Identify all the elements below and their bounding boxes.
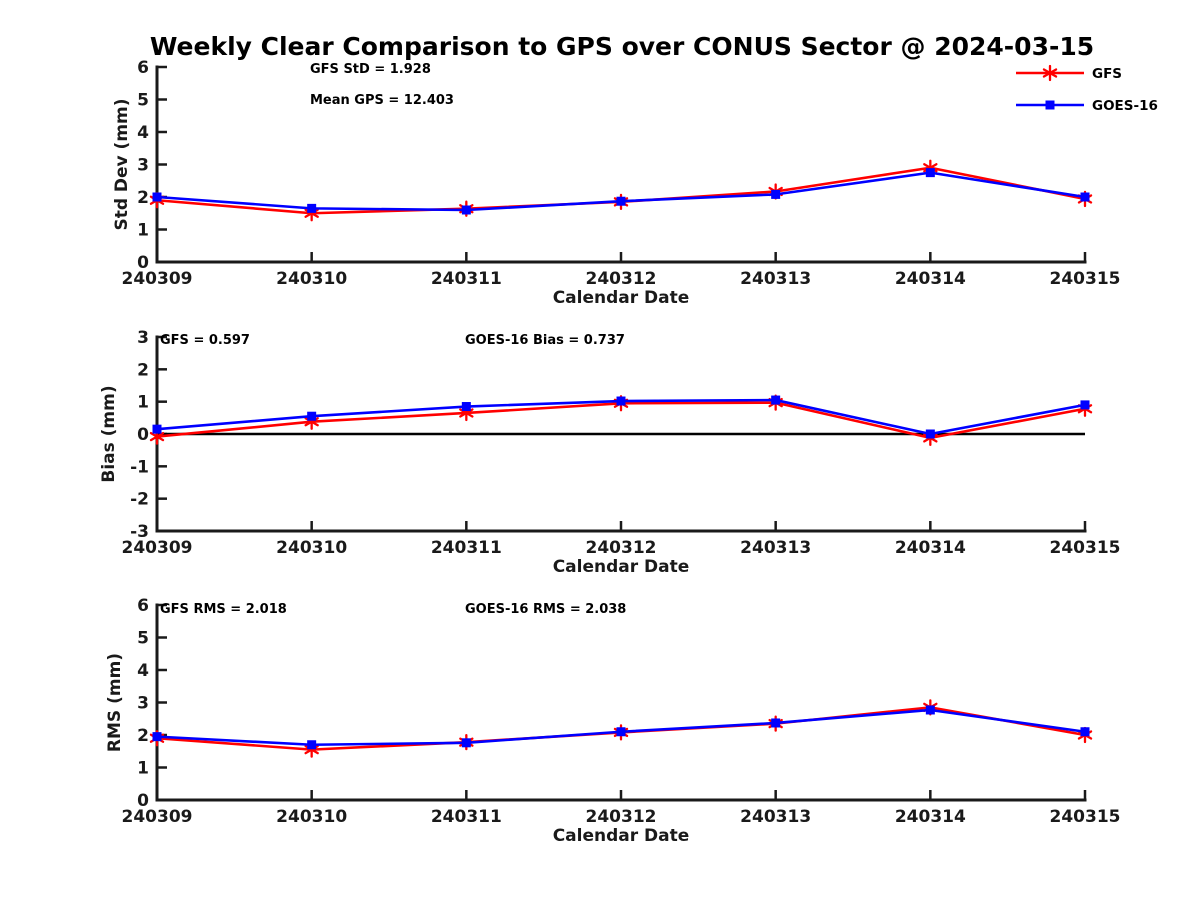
y-tick-label: 6 (137, 596, 149, 616)
y-tick-label: -2 (130, 490, 149, 510)
goes16-square-marker (925, 429, 935, 439)
y-tick-label: 0 (137, 253, 149, 273)
x-tick-label: 240314 (895, 807, 966, 827)
goes16-square-marker (616, 196, 626, 206)
goes16-square-marker (152, 732, 162, 742)
axes (155, 65, 1087, 264)
y-tick-label: 6 (137, 58, 149, 78)
series-goes16 (152, 395, 1090, 439)
goes16-square-marker (1080, 192, 1090, 202)
goes16-square-marker (925, 705, 935, 715)
annotation: GFS RMS = 2.018 (160, 602, 287, 617)
subplot-std-dev: 0 1 2 3 4 5 6 240309 240310 240311 240312 240313 240… (112, 58, 1120, 308)
goes16-square-marker (461, 402, 471, 412)
asterisk-icon (1042, 64, 1058, 82)
x-tick-label: 240311 (431, 538, 502, 558)
y-tick-label: 3 (137, 328, 149, 348)
y-tick-label: -1 (130, 457, 149, 477)
y-tick-label: -3 (130, 522, 149, 542)
y-tick-label: 2 (137, 360, 149, 380)
goes16-square-marker (925, 168, 935, 178)
goes16-square-marker (771, 718, 781, 728)
y-tick-label: 2 (137, 188, 149, 208)
x-tick-label: 240315 (1050, 538, 1121, 558)
goes16-square-marker (307, 740, 317, 750)
x-axis-label: Calendar Date (553, 557, 690, 577)
x-tick-label: 240310 (276, 538, 347, 558)
x-tick-label: 240312 (586, 538, 657, 558)
y-tick-label: 4 (137, 123, 149, 143)
x-tick-label: 240314 (895, 269, 966, 289)
goes16-square-marker (771, 189, 781, 199)
x-tick-label: 240311 (431, 269, 502, 289)
y-tick-label: 3 (137, 694, 149, 714)
annotation: GOES-16 Bias = 0.737 (465, 333, 625, 348)
y-tick-label: 0 (137, 791, 149, 811)
y-axis-label: Bias (mm) (99, 385, 119, 482)
y-tick-label: 3 (137, 156, 149, 176)
x-tick-label: 240312 (586, 807, 657, 827)
goes16-square-marker (616, 727, 626, 737)
x-tick-label: 240313 (740, 538, 811, 558)
x-tick-label: 240311 (431, 807, 502, 827)
goes16-square-marker (152, 424, 162, 434)
y-tick-label: 2 (137, 726, 149, 746)
goes16-square-marker (152, 192, 162, 202)
goes16-square-marker (771, 395, 781, 405)
y-tick-label: 4 (137, 661, 149, 681)
goes16-square-marker (307, 411, 317, 421)
legend-label: GOES-16 (1092, 98, 1158, 114)
x-tick-label: 240314 (895, 538, 966, 558)
x-axis-label: Calendar Date (553, 826, 690, 846)
annotation: GFS StD = 1.928 (310, 62, 431, 77)
y-tick-label: 1 (137, 393, 149, 413)
y-tick-label: 1 (137, 221, 149, 241)
axes (155, 603, 1087, 802)
y-tick-label: 0 (137, 425, 149, 445)
annotation: GFS = 0.597 (160, 333, 250, 348)
y-tick-label: 5 (137, 629, 149, 649)
x-tick-label: 240309 (122, 807, 193, 827)
y-tick-label: 1 (137, 759, 149, 779)
legend: GFS GOES-16 (1016, 64, 1158, 114)
series-goes16 (152, 168, 1090, 215)
legend-item-goes16: GOES-16 (1016, 98, 1158, 114)
x-tick-label: 240310 (276, 269, 347, 289)
figure-title: Weekly Clear Comparison to GPS over CONU… (150, 32, 1094, 61)
goes16-square-marker (1080, 727, 1090, 737)
series-goes16 (152, 705, 1090, 750)
y-axis-label: Std Dev (mm) (112, 98, 132, 230)
x-axis-label: Calendar Date (553, 288, 690, 308)
y-axis-label: RMS (mm) (105, 653, 125, 752)
annotation: GOES-16 RMS = 2.038 (465, 602, 626, 617)
x-tick-label: 240315 (1050, 807, 1121, 827)
series-gfs (149, 159, 1093, 222)
x-tick-label: 240310 (276, 807, 347, 827)
goes16-square-marker (307, 203, 317, 213)
legend-item-gfs: GFS (1016, 64, 1122, 82)
x-tick-label: 240309 (122, 538, 193, 558)
x-tick-label: 240315 (1050, 269, 1121, 289)
goes16-square-marker (461, 205, 471, 215)
x-tick-label: 240313 (740, 807, 811, 827)
goes16-square-marker (461, 738, 471, 748)
x-tick-label: 240313 (740, 269, 811, 289)
subplot-rms: 0 1 2 3 4 5 6 240309 240310 240311 240312 240313 240… (105, 596, 1120, 846)
x-tick-label: 240312 (586, 269, 657, 289)
x-tick-label: 240309 (122, 269, 193, 289)
annotation: Mean GPS = 12.403 (310, 93, 454, 108)
y-tick-label: 5 (137, 91, 149, 111)
goes16-square-marker (616, 396, 626, 406)
goes16-square-marker (1080, 400, 1090, 410)
square-icon (1045, 100, 1055, 110)
legend-label: GFS (1092, 66, 1122, 82)
